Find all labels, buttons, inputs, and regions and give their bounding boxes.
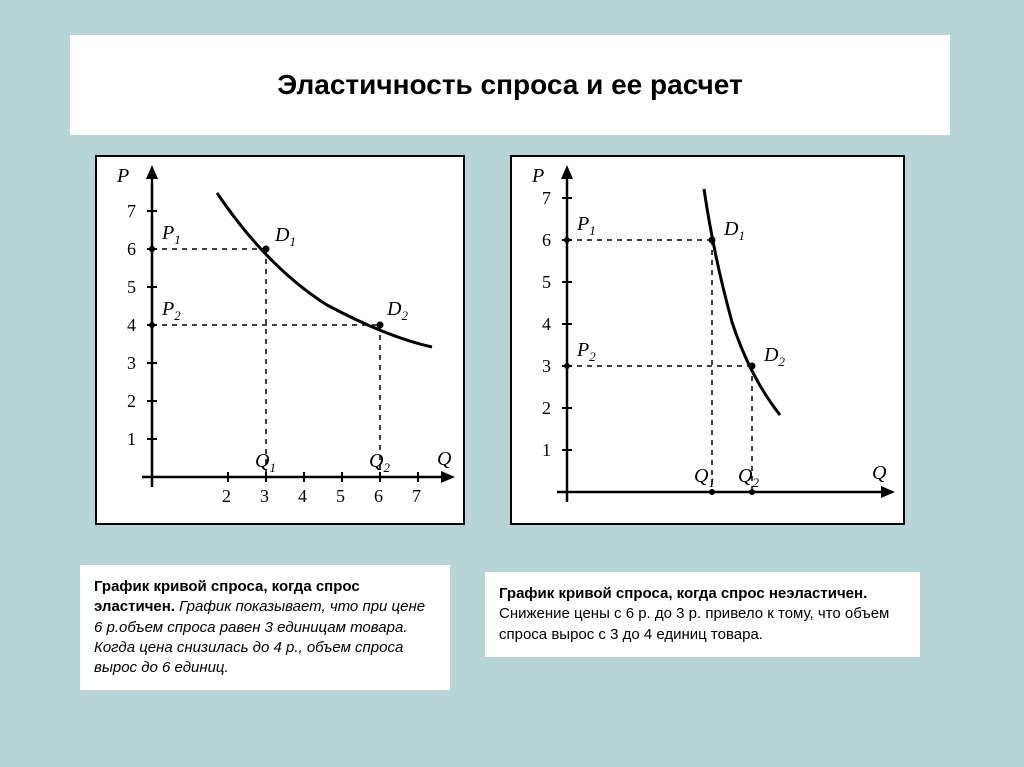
svg-text:6: 6 [127,239,136,259]
svg-text:Q1: Q1 [694,465,715,490]
slide-title-box: Эластичность спроса и ее расчет [70,35,950,135]
demand-curve [217,193,432,347]
svg-text:D2: D2 [386,298,408,323]
elastic-caption: График кривой спроса, когда спрос эласти… [80,565,450,690]
svg-text:1: 1 [542,440,551,460]
svg-text:7: 7 [412,486,421,506]
svg-text:5: 5 [336,486,345,506]
svg-text:P1: P1 [576,213,596,238]
x-axis-label: Q [437,448,452,470]
elastic-demand-chart: 1 2 3 4 5 6 7 2 3 4 5 6 7 P Q [95,155,465,525]
svg-text:5: 5 [127,277,136,297]
svg-text:P2: P2 [576,339,596,364]
svg-text:D2: D2 [763,344,785,369]
x-axis-label: Q [872,462,887,484]
svg-text:5: 5 [542,272,551,292]
svg-text:Q2: Q2 [369,450,390,475]
svg-text:6: 6 [542,230,551,250]
demand-curve [704,189,780,415]
svg-text:D1: D1 [274,224,296,249]
svg-text:4: 4 [127,315,136,335]
svg-text:P1: P1 [161,222,181,247]
svg-text:2: 2 [222,486,231,506]
inelastic-caption: График кривой спроса, когда спрос неэлас… [485,572,920,657]
svg-text:7: 7 [542,188,551,208]
svg-text:2: 2 [542,398,551,418]
caption-bold: График кривой спроса, когда спрос неэлас… [499,585,867,602]
svg-text:D1: D1 [723,218,745,243]
svg-text:P2: P2 [161,298,181,323]
y-axis-label: P [116,165,129,187]
svg-text:7: 7 [127,201,136,221]
svg-text:4: 4 [298,486,307,506]
svg-text:6: 6 [374,486,383,506]
caption-text: Снижение цены с 6 р. до 3 р. привело к т… [499,605,889,642]
svg-text:3: 3 [260,486,269,506]
svg-text:Q2: Q2 [738,465,759,490]
svg-text:4: 4 [542,314,551,334]
svg-text:2: 2 [127,391,136,411]
svg-text:3: 3 [542,356,551,376]
svg-text:Q1: Q1 [255,450,276,475]
y-axis-label: P [531,165,544,187]
svg-text:3: 3 [127,353,136,373]
svg-text:1: 1 [127,429,136,449]
slide-title: Эластичность спроса и ее расчет [277,69,742,101]
inelastic-demand-chart: 1 2 3 4 5 6 7 P Q P1 P2 D1 D2 Q1 Q2 [510,155,905,525]
